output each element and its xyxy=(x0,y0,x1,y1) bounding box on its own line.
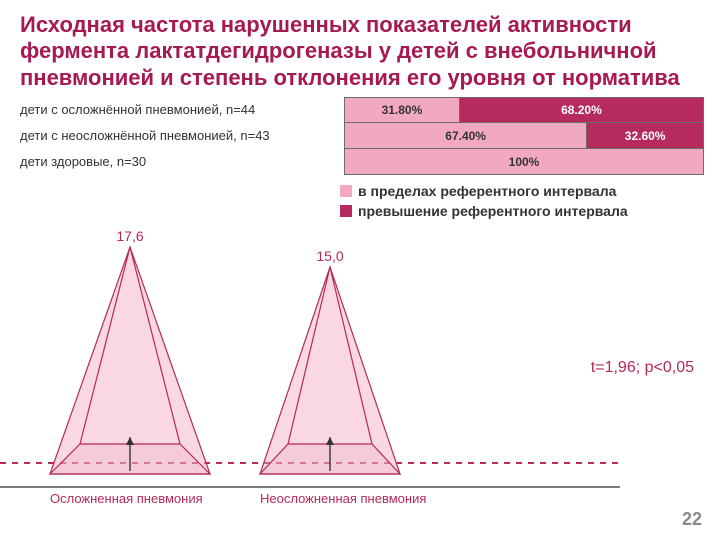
bar-row-label: дети с осложнённой пневмонией, n=44 xyxy=(20,97,344,123)
legend-item: превышение референтного интервала xyxy=(340,201,720,221)
bar-row: 67.40% 32.60% xyxy=(344,123,704,149)
legend-label: превышение референтного интервала xyxy=(358,203,628,219)
bar-row-label: дети с неосложнённой пневмонией, n=43 xyxy=(20,123,344,149)
bar-row: 31.80% 68.20% xyxy=(344,97,704,123)
bar-row-labels: дети с осложнённой пневмонией, n=44 дети… xyxy=(20,97,344,175)
stat-note: t=1,96; p<0,05 xyxy=(591,359,694,377)
legend-swatch xyxy=(340,205,352,217)
svg-text:15,0: 15,0 xyxy=(316,248,343,264)
bar-row-label: дети здоровые, n=30 xyxy=(20,149,344,175)
stacked-bars: 31.80% 68.20% 67.40% 32.60% 100% xyxy=(344,97,704,175)
bar-segment-within: 67.40% xyxy=(345,123,586,148)
slide-title: Исходная частота нарушенных показателей … xyxy=(0,0,720,97)
legend-item: в пределах референтного интервала xyxy=(340,181,720,201)
legend-swatch xyxy=(340,185,352,197)
pyramids-svg: 17,6 Осложненная пневмония 15,0 Неосложненн… xyxy=(0,229,620,509)
bar-chart-section: дети с осложнённой пневмонией, n=44 дети… xyxy=(0,97,720,175)
bar-chart-legend: в пределах референтного интервала превыш… xyxy=(0,181,720,221)
svg-text:17,6: 17,6 xyxy=(116,229,143,244)
bar-segment-within: 100% xyxy=(345,149,703,174)
pyramids-chart: 17,6 Осложненная пневмония 15,0 Неосложненн… xyxy=(0,229,720,509)
svg-text:Осложненная пневмония: Осложненная пневмония xyxy=(50,491,203,506)
legend-label: в пределах референтного интервала xyxy=(358,183,616,199)
bar-row: 100% xyxy=(344,149,704,175)
bar-segment-exceed: 32.60% xyxy=(586,123,703,148)
svg-text:Неосложненная пневмония: Неосложненная пневмония xyxy=(260,491,426,506)
bar-segment-exceed: 68.20% xyxy=(459,98,703,122)
bar-segment-within: 31.80% xyxy=(345,98,459,122)
page-number: 22 xyxy=(682,509,702,530)
